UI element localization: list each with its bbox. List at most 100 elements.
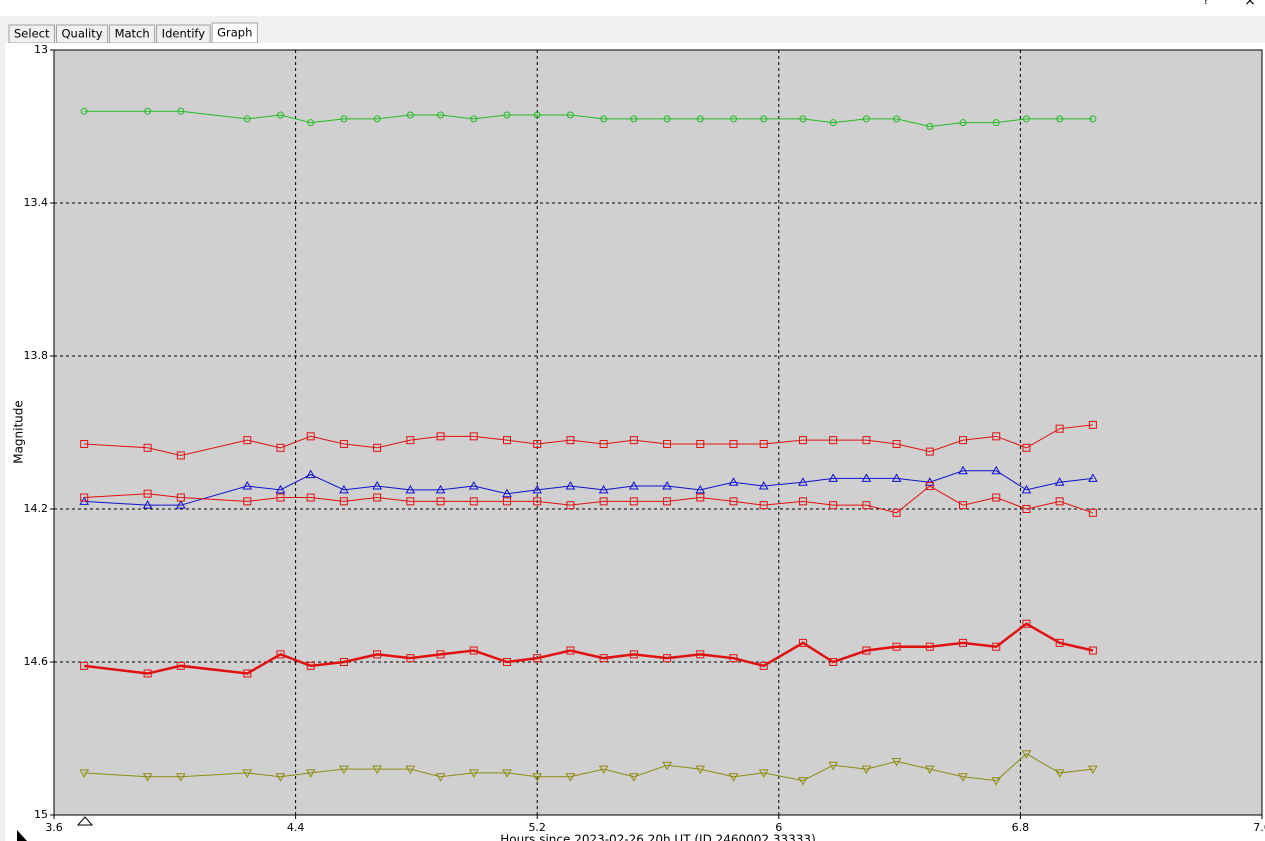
tab[interactable]: Select: [8, 24, 55, 44]
data-point: [276, 443, 285, 452]
title-bar: [0, 0, 1265, 16]
data-point: [242, 481, 253, 490]
data-point: [1089, 115, 1097, 123]
data-point: [503, 497, 511, 506]
tab-label[interactable]: Graph: [217, 26, 252, 40]
data-point: [599, 654, 608, 663]
data-point: [435, 484, 446, 494]
data-point: [759, 661, 768, 670]
y-tick-label: 14.6: [24, 655, 49, 668]
tab[interactable]: Graph: [211, 22, 258, 44]
data-point: [992, 642, 1001, 651]
x-tick-label: 6.8: [1012, 821, 1030, 834]
plot-frame: [53, 49, 1263, 816]
tab-label[interactable]: Quality: [61, 27, 102, 41]
data-point: [503, 658, 511, 666]
data-point: [925, 447, 934, 456]
data-point: [758, 481, 769, 490]
data-point: [405, 484, 416, 494]
series-line: [84, 470, 1093, 506]
data-point: [958, 465, 968, 475]
data-point: [1088, 420, 1097, 429]
data-point: [696, 439, 705, 448]
tab-label[interactable]: Identify: [162, 27, 206, 41]
data-point: [799, 115, 807, 123]
data-point: [142, 773, 153, 782]
data-point: [758, 769, 769, 778]
x-axis-label: Hours since 2023-02-26 20h UT (JD 246000…: [500, 833, 816, 841]
data-point: [405, 765, 416, 775]
data-point: [991, 777, 1002, 786]
tab[interactable]: Quality: [55, 24, 109, 44]
data-point: [798, 777, 808, 786]
data-point: [306, 493, 315, 502]
data-point: [696, 115, 704, 123]
data-point: [175, 773, 186, 782]
help-button[interactable]: ?: [1203, 0, 1209, 7]
series-line: [84, 110, 1093, 128]
data-point: [663, 439, 672, 448]
data-point: [1022, 619, 1031, 628]
data-point: [1088, 646, 1097, 655]
data-point: [992, 493, 1001, 502]
data-point: [80, 661, 89, 670]
data-point: [406, 654, 415, 663]
data-point: [628, 481, 639, 490]
data-point: [340, 115, 348, 123]
plot-area: [53, 49, 1263, 816]
tab-label[interactable]: Match: [115, 27, 150, 41]
data-point: [798, 497, 807, 506]
data-point: [959, 119, 967, 127]
data-point: [629, 436, 638, 445]
data-point: [305, 469, 316, 479]
data-point: [406, 497, 415, 506]
y-axis-label: Magnitude: [12, 400, 26, 464]
data-point: [532, 773, 543, 782]
cursor-indicator: [17, 830, 27, 841]
data-point: [924, 765, 935, 775]
data-point: [663, 654, 672, 663]
data-point: [829, 119, 837, 127]
data-point: [891, 473, 902, 482]
data-point: [243, 669, 252, 678]
series: [79, 750, 1098, 786]
data-point: [1021, 750, 1032, 759]
data-point: [959, 638, 968, 647]
x-scroll-marker[interactable]: [76, 816, 94, 826]
data-point: [373, 493, 382, 502]
data-point: [1088, 765, 1098, 775]
data-point: [470, 115, 478, 123]
data-point: [599, 439, 608, 448]
data-point: [992, 432, 1001, 441]
data-point: [79, 769, 90, 778]
data-point: [862, 646, 871, 655]
data-point: [728, 773, 739, 782]
close-button[interactable]: ×: [1244, 0, 1256, 9]
data-point: [663, 497, 672, 506]
tab[interactable]: Identify: [156, 24, 211, 44]
data-point: [759, 439, 768, 448]
tab[interactable]: Match: [109, 24, 156, 44]
data-point: [469, 497, 478, 506]
data-point: [695, 484, 706, 494]
data-point: [892, 642, 901, 651]
data-point: [1022, 115, 1030, 123]
data-point: [862, 436, 871, 445]
data-point: [242, 769, 253, 778]
data-point: [1055, 424, 1064, 433]
data-point: [1055, 497, 1064, 506]
data-point: [142, 500, 153, 509]
data-point: [435, 773, 446, 782]
series-layer: [79, 107, 1098, 786]
data-point: [469, 646, 478, 655]
data-point: [862, 501, 871, 510]
x-tick-label: 7.6: [1253, 821, 1265, 834]
tab-label[interactable]: Select: [14, 27, 50, 41]
data-point: [468, 769, 479, 778]
data-point: [729, 497, 738, 506]
data-point: [276, 493, 285, 502]
series: [80, 107, 1097, 130]
data-point: [176, 493, 185, 502]
series-line: [84, 424, 1093, 456]
data-point: [175, 500, 186, 509]
